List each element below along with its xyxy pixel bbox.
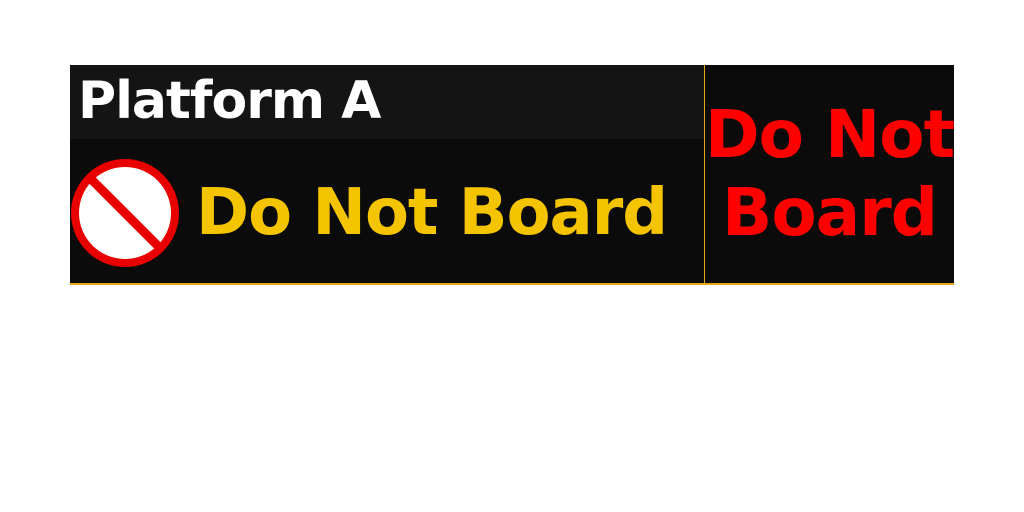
title-band bbox=[70, 65, 704, 139]
platform-sign: Platform A Do Not Board Do Not Board bbox=[70, 65, 955, 285]
no-entry-icon bbox=[71, 159, 179, 267]
sign-side-panel: Do Not Board bbox=[704, 65, 955, 283]
side-status-line-1: Do Not bbox=[704, 96, 955, 173]
boarding-status: Do Not Board bbox=[196, 176, 668, 250]
panel-divider bbox=[704, 65, 705, 283]
side-boarding-status: Do Not Board bbox=[704, 96, 955, 252]
sign-main-panel: Platform A Do Not Board bbox=[70, 65, 704, 283]
platform-title: Platform A bbox=[78, 71, 381, 131]
side-status-line-2: Board bbox=[722, 174, 938, 251]
